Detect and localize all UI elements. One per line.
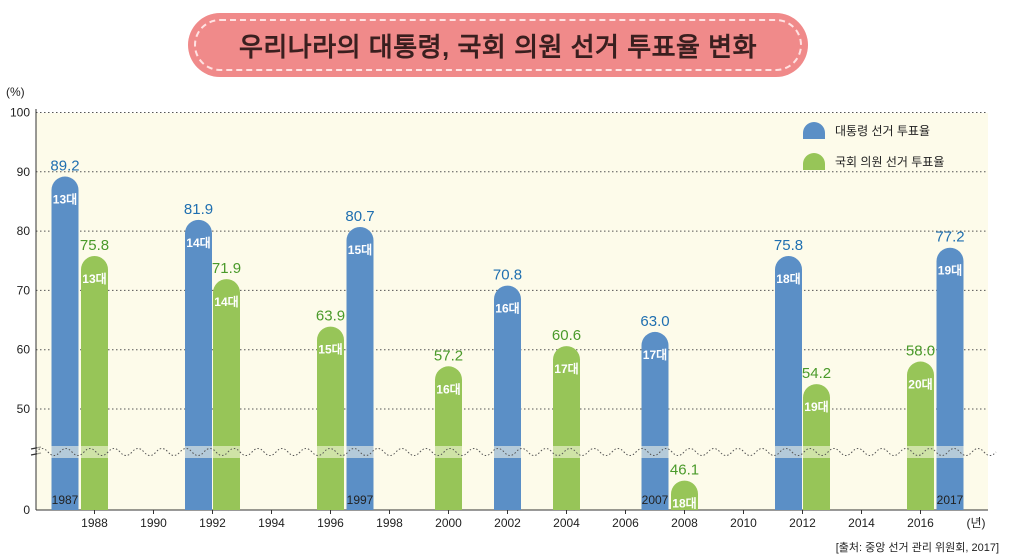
x-tick-label: 2004	[553, 516, 580, 530]
bar-value-label: 75.8	[774, 237, 803, 254]
presidential-bar	[494, 285, 521, 510]
election-number-label: 20대	[908, 378, 932, 392]
bar-value-label: 46.1	[670, 462, 699, 479]
x-tick-label: 2014	[848, 516, 875, 530]
x-tick-label: 2016	[907, 516, 934, 530]
legend-label: 대통령 선거 투표율	[835, 124, 930, 138]
x-tick-label: 2002	[494, 516, 521, 530]
legend-presidential-swatch	[803, 122, 825, 139]
election-number-label: 17대	[554, 362, 578, 376]
election-number-label: 18대	[672, 497, 696, 511]
election-number-label: 15대	[318, 343, 342, 357]
bar-value-label: 75.8	[80, 237, 109, 254]
x-tick-label: 1992	[199, 516, 226, 530]
parliamentary-bar	[81, 256, 108, 510]
parliamentary-bar	[907, 361, 934, 510]
bar-value-label: 63.9	[316, 308, 345, 325]
x-tick-label: 2012	[789, 516, 816, 530]
x-tick-label: 1998	[376, 516, 403, 530]
bar-value-label: 57.2	[434, 347, 463, 364]
x-tick-label: 2006	[612, 516, 639, 530]
axis-break-band	[37, 446, 988, 458]
presidential-bar	[936, 247, 964, 510]
x-tick-label: 2010	[730, 516, 757, 530]
presidential-bar	[51, 176, 79, 510]
bar-value-label: 58.0	[906, 343, 935, 360]
x-tick-label: 1990	[140, 516, 167, 530]
bar-value-label: 70.8	[493, 267, 522, 284]
chart-title: 우리나라의 대통령, 국회 의원 선거 투표율 변화	[238, 31, 758, 62]
parliamentary-bar	[671, 480, 698, 510]
election-number-label: 14대	[186, 236, 210, 250]
parliamentary-bar	[213, 279, 241, 510]
bar-value-label: 63.0	[640, 313, 669, 330]
bar-value-label: 60.6	[552, 327, 581, 344]
y-tick-label: 90	[17, 165, 31, 179]
bar-value-label: 77.2	[935, 229, 964, 246]
parliamentary-bar	[317, 326, 344, 510]
election-number-label: 19대	[804, 400, 828, 414]
y-tick-label: 80	[17, 224, 31, 238]
y-tick-label: 0	[23, 503, 30, 517]
axis-break-wave	[35, 448, 997, 456]
presidential-bar	[185, 219, 212, 510]
x-tick-label: 1994	[258, 516, 285, 530]
y-tick-label: 70	[17, 283, 31, 297]
source-note: [출처: 중앙 선거 관리 위원회, 2017]	[835, 542, 999, 554]
bar-value-label: 71.9	[212, 260, 241, 277]
x-tick-label: 1996	[317, 516, 344, 530]
legend-label: 국회 의원 선거 투표율	[835, 155, 944, 169]
x-tick-label: 2000	[435, 516, 462, 530]
bar-value-label: 54.2	[802, 365, 831, 382]
bar-year-label: 2007	[642, 493, 669, 507]
y-tick-label: 60	[17, 343, 31, 357]
election-number-label: 19대	[938, 264, 962, 278]
x-tick-label: 2008	[671, 516, 698, 530]
parliamentary-bar	[435, 366, 462, 510]
election-number-label: 13대	[53, 193, 77, 207]
election-number-label: 17대	[643, 348, 667, 362]
y-tick-label: 100	[10, 106, 30, 120]
presidential-bar	[775, 256, 802, 510]
election-number-label: 16대	[495, 302, 519, 316]
y-axis-unit: (%)	[6, 85, 25, 99]
election-number-label: 14대	[214, 295, 238, 309]
bar-year-label: 2017	[937, 493, 964, 507]
presidential-bar	[346, 226, 374, 510]
parliamentary-bar	[553, 346, 580, 510]
election-number-label: 18대	[776, 272, 800, 286]
legend-parliamentary-swatch	[803, 153, 825, 170]
y-tick-label: 50	[17, 402, 31, 416]
election-number-label: 16대	[436, 382, 460, 396]
bar-value-label: 89.2	[50, 158, 79, 175]
presidential-bar	[641, 331, 669, 510]
election-number-label: 13대	[82, 272, 106, 286]
x-tick-label: 1988	[81, 516, 108, 530]
bar-value-label: 81.9	[184, 201, 213, 218]
x-axis-unit: (년)	[966, 516, 985, 530]
bar-year-label: 1997	[347, 493, 374, 507]
chart-title-banner: 우리나라의 대통령, 국회 의원 선거 투표율 변화	[188, 13, 808, 77]
bar-year-label: 1987	[52, 493, 79, 507]
election-number-label: 15대	[348, 243, 372, 257]
bar-value-label: 80.7	[345, 208, 374, 225]
